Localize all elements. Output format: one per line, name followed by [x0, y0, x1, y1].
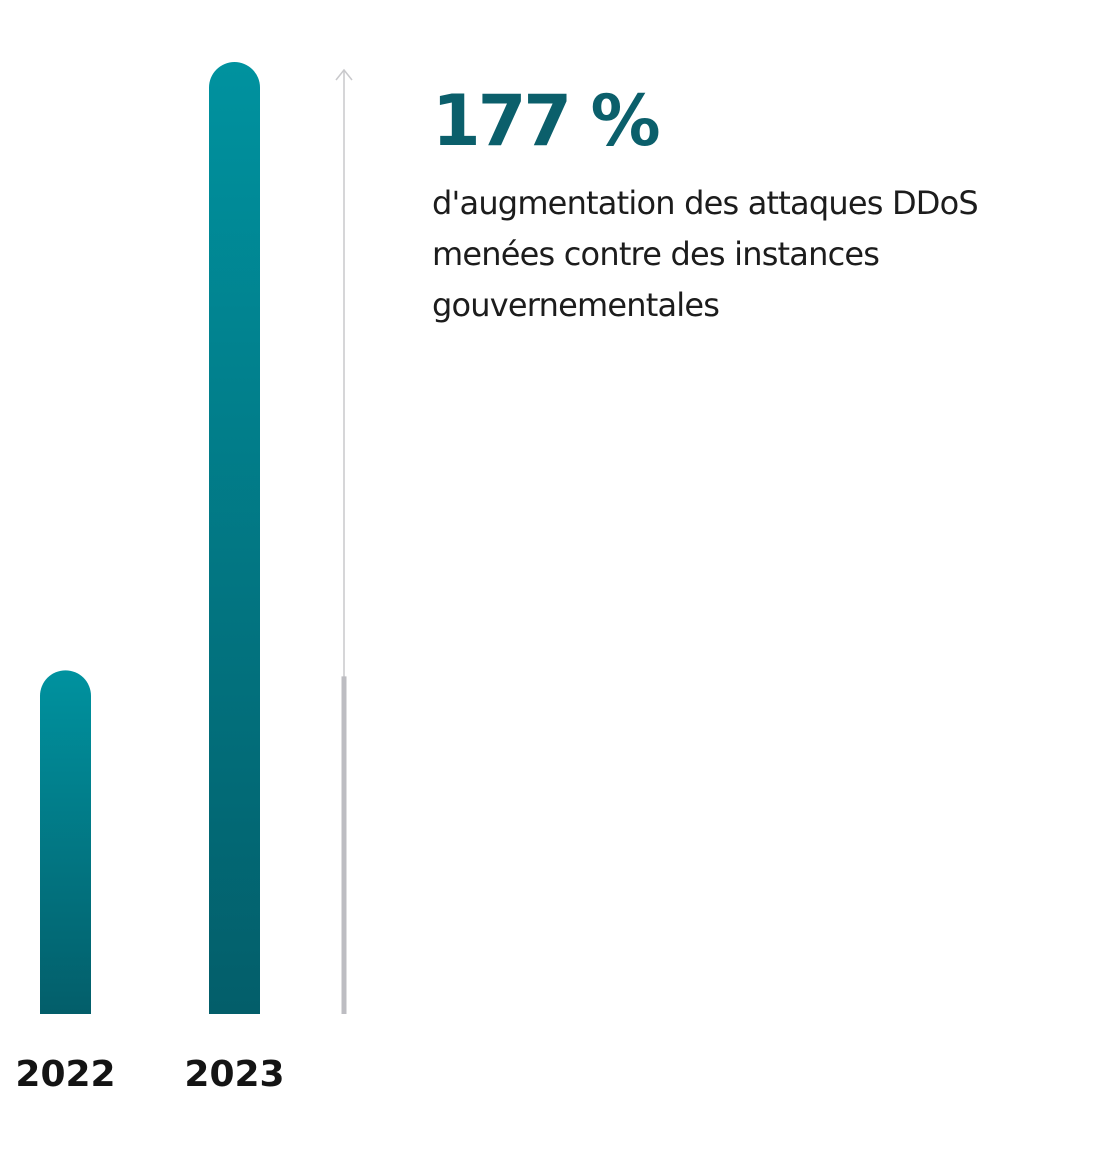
- stat-block: 177 % d'augmentation des attaques DDoS m…: [432, 78, 1097, 331]
- stat-description-line-2: menées contre des instances: [432, 235, 880, 273]
- stat-description: d'augmentation des attaques DDoS menées …: [432, 178, 1097, 331]
- arrow-up-icon: [335, 68, 353, 81]
- stat-description-line-1: d'augmentation des attaques DDoS: [432, 184, 979, 222]
- category-label-2022: 2022: [15, 1054, 115, 1095]
- increase-axis: [335, 68, 353, 1014]
- stat-description-line-3: gouvernementales: [432, 286, 720, 324]
- category-label-2023: 2023: [184, 1054, 284, 1095]
- bar-2023: [209, 62, 260, 1015]
- bar-2022: [40, 670, 91, 1014]
- stat-value: 177 %: [432, 80, 661, 162]
- bars-layer: [40, 62, 260, 1015]
- labels-layer: 2022 2023: [15, 1054, 284, 1095]
